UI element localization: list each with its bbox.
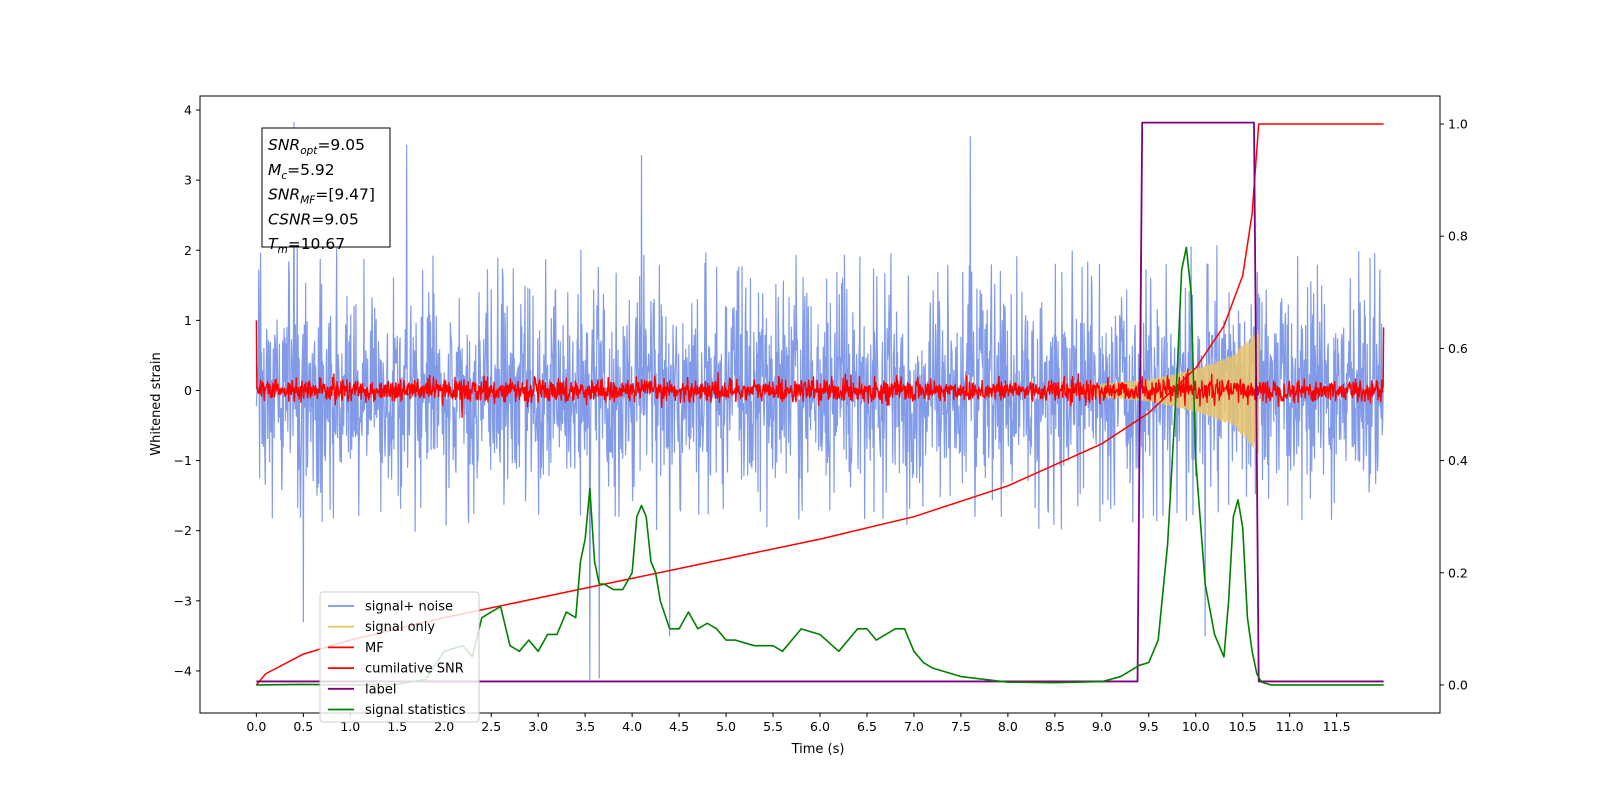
info-subscript: m [277, 244, 287, 256]
legend-label: signal+ noise [365, 600, 453, 615]
legend-label: signal only [365, 620, 435, 635]
info-line: SNRMF=[9.47] [268, 186, 375, 207]
y2-tick-label: 0.6 [1448, 341, 1468, 356]
info-subscript: opt [300, 145, 318, 157]
y-tick-label: −2 [174, 523, 192, 538]
legend-label: signal statistics [365, 703, 466, 718]
info-line: CSNR=9.05 [268, 210, 359, 228]
info-line: Mc=5.92 [268, 161, 335, 182]
axes-layer: 0.0 0.5 1.0 1.5 2.0 2.5 3.0 3.5 4.0 4.5 5.0 5.5 6.0 6… [174, 103, 1468, 734]
series-line-label [256, 121, 1384, 683]
y2-tick-label: 0.2 [1448, 565, 1468, 580]
info-symbol: T [268, 235, 279, 253]
info-value: =9.05 [317, 136, 365, 154]
x-axis-label: Time (s) [791, 742, 845, 757]
x-tick-label: 1.5 [387, 719, 407, 734]
y2-tick-label: 0.4 [1448, 453, 1468, 468]
info-value: =10.67 [288, 235, 345, 253]
x-tick-label: 3.0 [528, 719, 548, 734]
x-tick-label: 5.5 [763, 719, 783, 734]
legend-label: MF [365, 641, 384, 656]
x-tick-label: 11.5 [1323, 719, 1351, 734]
x-tick-label: 4.5 [669, 719, 689, 734]
x-tick-label: 3.5 [575, 719, 595, 734]
info-value: =9.05 [311, 210, 359, 228]
info-symbol: SNR [268, 186, 300, 204]
legend-box [319, 591, 480, 723]
series-line-signal-noise [255, 122, 1385, 680]
info-box-background [261, 127, 391, 248]
series-line-mf [255, 320, 1385, 419]
info-line: Tm=10.67 [268, 235, 345, 256]
x-tick-label: 5.0 [716, 719, 736, 734]
x-tick-label: 9.0 [1092, 719, 1112, 734]
x-tick-label: 2.5 [481, 719, 501, 734]
x-tick-label: 7.5 [951, 719, 971, 734]
x-tick-label: 4.0 [622, 719, 642, 734]
x-tick-label: 0.5 [293, 719, 313, 734]
y2-tick-label: 0.8 [1448, 229, 1468, 244]
x-tick-label: 8.5 [1045, 719, 1065, 734]
x-tick-label: 10.5 [1229, 719, 1257, 734]
info-line: SNRopt=9.05 [268, 136, 365, 157]
info-symbol: M [268, 161, 281, 179]
x-tick-label: 6.5 [857, 719, 877, 734]
y-tick-label: 1 [184, 313, 192, 328]
info-symbol: SNR [268, 136, 300, 154]
x-tick-label: 1.0 [340, 719, 360, 734]
legend-label: label [365, 682, 396, 697]
y-axis-label: Whitened strain [149, 352, 164, 455]
x-tick-label: 8.0 [998, 719, 1018, 734]
y-tick-label: 0 [184, 383, 192, 398]
y2-tick-label: 1.0 [1448, 117, 1468, 132]
y-tick-label: −1 [174, 453, 192, 468]
y-tick-label: −3 [174, 593, 192, 608]
legend-label: cumilative SNR [365, 662, 464, 677]
x-tick-label: 11.0 [1276, 719, 1304, 734]
info-value: =[9.47] [315, 186, 375, 204]
legend: signal+ noise signal only MF cumilative SNR… [319, 591, 480, 723]
x-tick-label: 0.0 [246, 719, 266, 734]
info-box: SNRopt=9.05Mc=5.92SNRMF=[9.47]CSNR=9.05T… [261, 127, 391, 256]
y2-tick-label: 0.0 [1448, 677, 1468, 692]
y-tick-label: 4 [184, 103, 192, 118]
info-subscript: c [281, 170, 287, 182]
info-value: =5.92 [287, 161, 335, 179]
series-line-signal-statistics [256, 246, 1384, 686]
y-tick-label: 2 [184, 243, 192, 258]
info-symbol: CSNR [268, 210, 311, 228]
x-tick-label: 2.0 [434, 719, 454, 734]
y-tick-label: 3 [184, 173, 192, 188]
x-tick-label: 6.0 [810, 719, 830, 734]
x-tick-label: 10.0 [1182, 719, 1210, 734]
info-subscript: MF [300, 195, 316, 207]
x-tick-label: 7.0 [904, 719, 924, 734]
x-tick-label: 9.5 [1139, 719, 1159, 734]
y-tick-label: −4 [174, 663, 192, 678]
